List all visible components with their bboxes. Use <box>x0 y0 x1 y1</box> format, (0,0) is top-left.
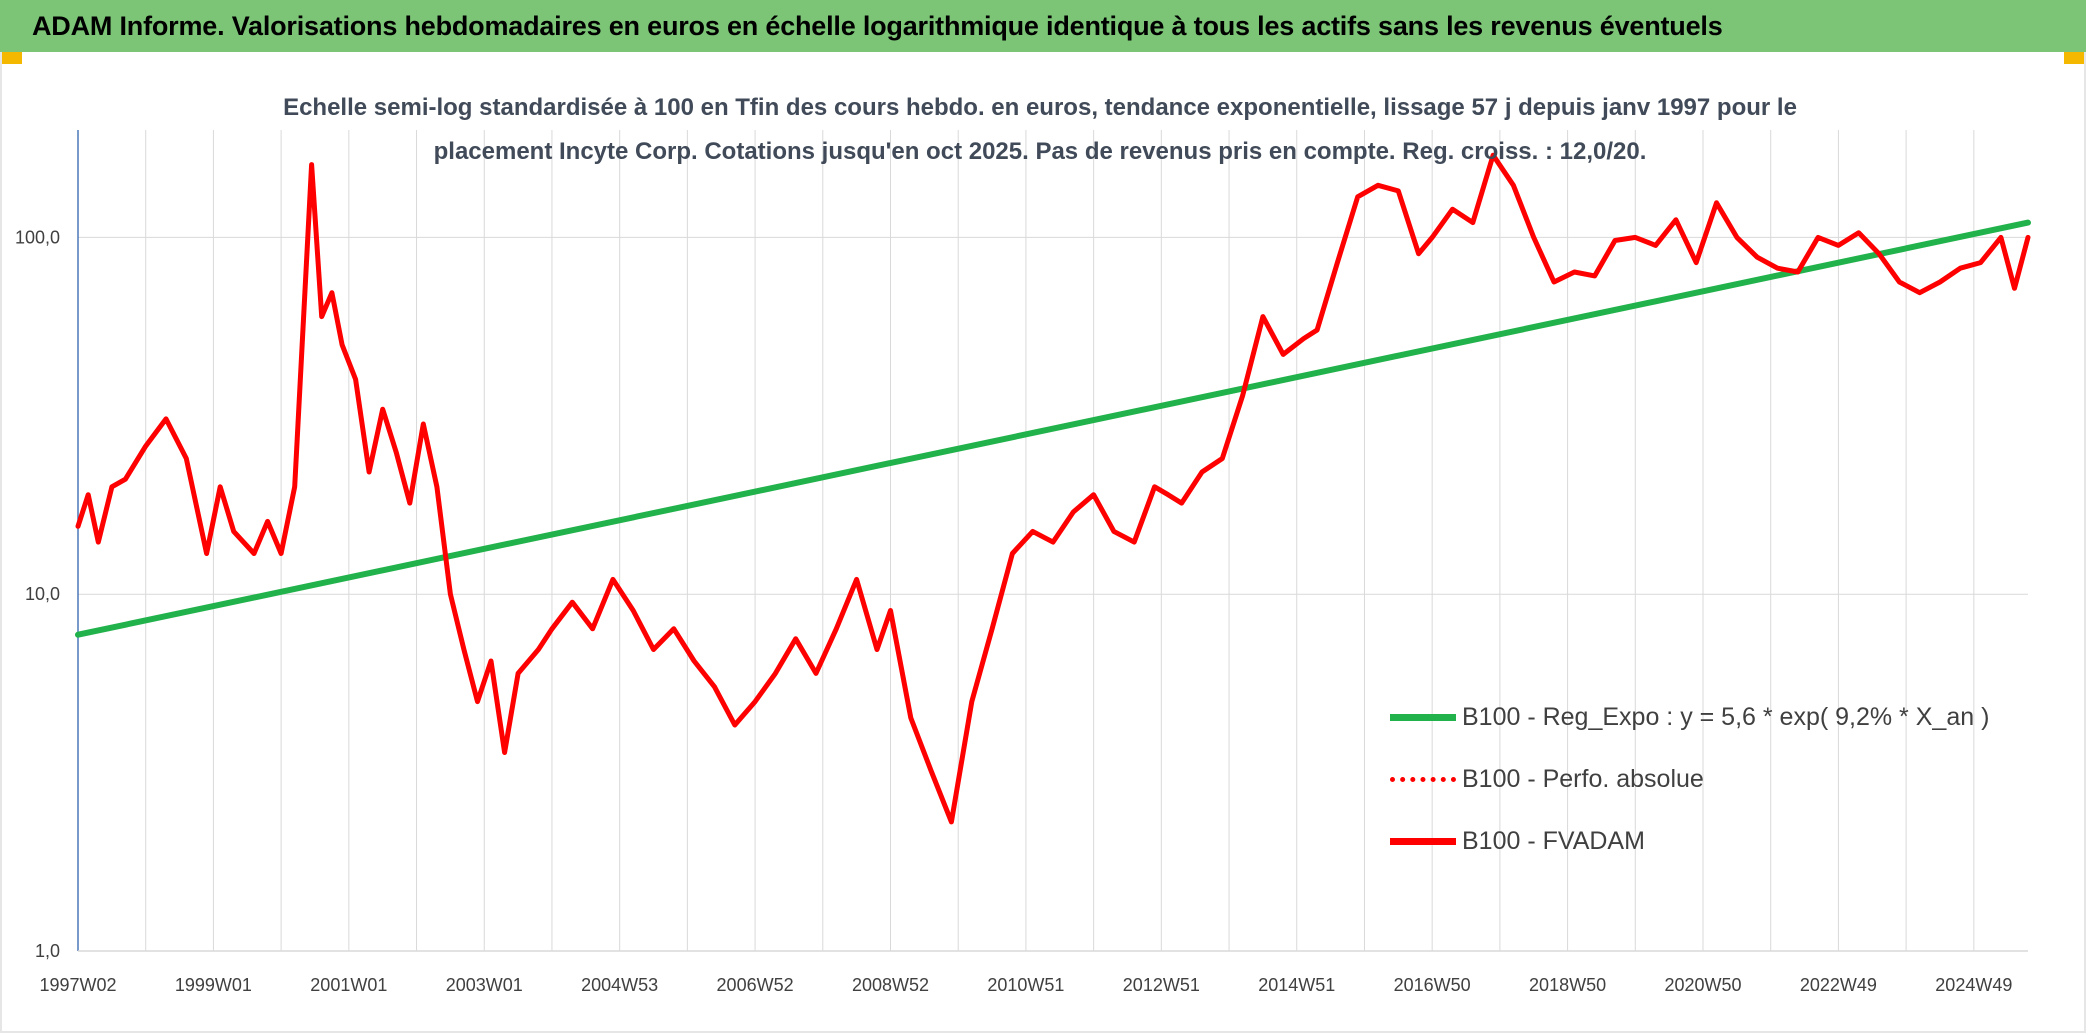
x-tick-label: 2008W52 <box>852 975 929 995</box>
corner-marker-right <box>2064 52 2086 64</box>
x-tick-label: 2022W49 <box>1800 975 1877 995</box>
x-tick-label: 2010W51 <box>987 975 1064 995</box>
legend-item-fvadam: B100 - FVADAM <box>1390 810 2030 872</box>
x-tick-label: 2006W52 <box>717 975 794 995</box>
legend-label-fvadam: B100 - FVADAM <box>1462 826 1645 855</box>
x-tick-label: 1997W02 <box>39 975 116 995</box>
legend-label-perf: B100 - Perfo. absolue <box>1462 764 1704 793</box>
x-axis-ticks: 1997W02 1999W01 2001W01 2003W01 2004W53 2006W… <box>39 975 2012 995</box>
x-tick-label: 2014W51 <box>1258 975 1335 995</box>
legend-swatch-perf <box>1390 776 1456 782</box>
chart-title: Echelle semi-log standardisée à 100 en T… <box>283 94 1797 165</box>
x-tick-label: 2001W01 <box>310 975 387 995</box>
series-lines <box>75 152 2031 825</box>
header-banner: ADAM Informe. Valorisations hebdomadaire… <box>0 0 2086 52</box>
chart-frame <box>0 52 2086 1033</box>
y-tick-label: 1,0 <box>35 941 60 961</box>
y-axis-ticks: 1,0 10,0 100,0 <box>15 227 60 961</box>
chart-canvas: 1997W02 1999W01 2001W01 2003W01 2004W53 2006W… <box>15 130 2031 995</box>
legend-label-trend: B100 - Reg_Expo : y = 5,6 * exp( 9,2% * … <box>1462 702 1990 731</box>
x-tick-label: 1999W01 <box>175 975 252 995</box>
x-tick-label: 2016W50 <box>1394 975 1471 995</box>
x-tick-label: 2004W53 <box>581 975 658 995</box>
page-title: ADAM Informe. Valorisations hebdomadaire… <box>32 10 1723 41</box>
corner-marker-left <box>0 52 22 64</box>
x-tick-label: 2020W50 <box>1664 975 1741 995</box>
series-line-trend <box>75 219 2031 638</box>
series-line-fvadam <box>75 152 2031 825</box>
x-tick-label: 2024W49 <box>1935 975 2012 995</box>
y-tick-label: 100,0 <box>15 227 60 247</box>
x-tick-label: 2018W50 <box>1529 975 1606 995</box>
x-tick-label: 2012W51 <box>1123 975 1200 995</box>
y-tick-label: 10,0 <box>25 584 60 604</box>
legend-item-perf: B100 - Perfo. absolue <box>1390 748 2030 810</box>
legend-swatch-trend <box>1390 713 1456 721</box>
x-tick-label: 2003W01 <box>446 975 523 995</box>
legend-swatch-fvadam <box>1390 837 1456 845</box>
legend-item-trend: B100 - Reg_Expo : y = 5,6 * exp( 9,2% * … <box>1390 686 2030 748</box>
chart-legend: B100 - Reg_Expo : y = 5,6 * exp( 9,2% * … <box>1390 686 2030 872</box>
